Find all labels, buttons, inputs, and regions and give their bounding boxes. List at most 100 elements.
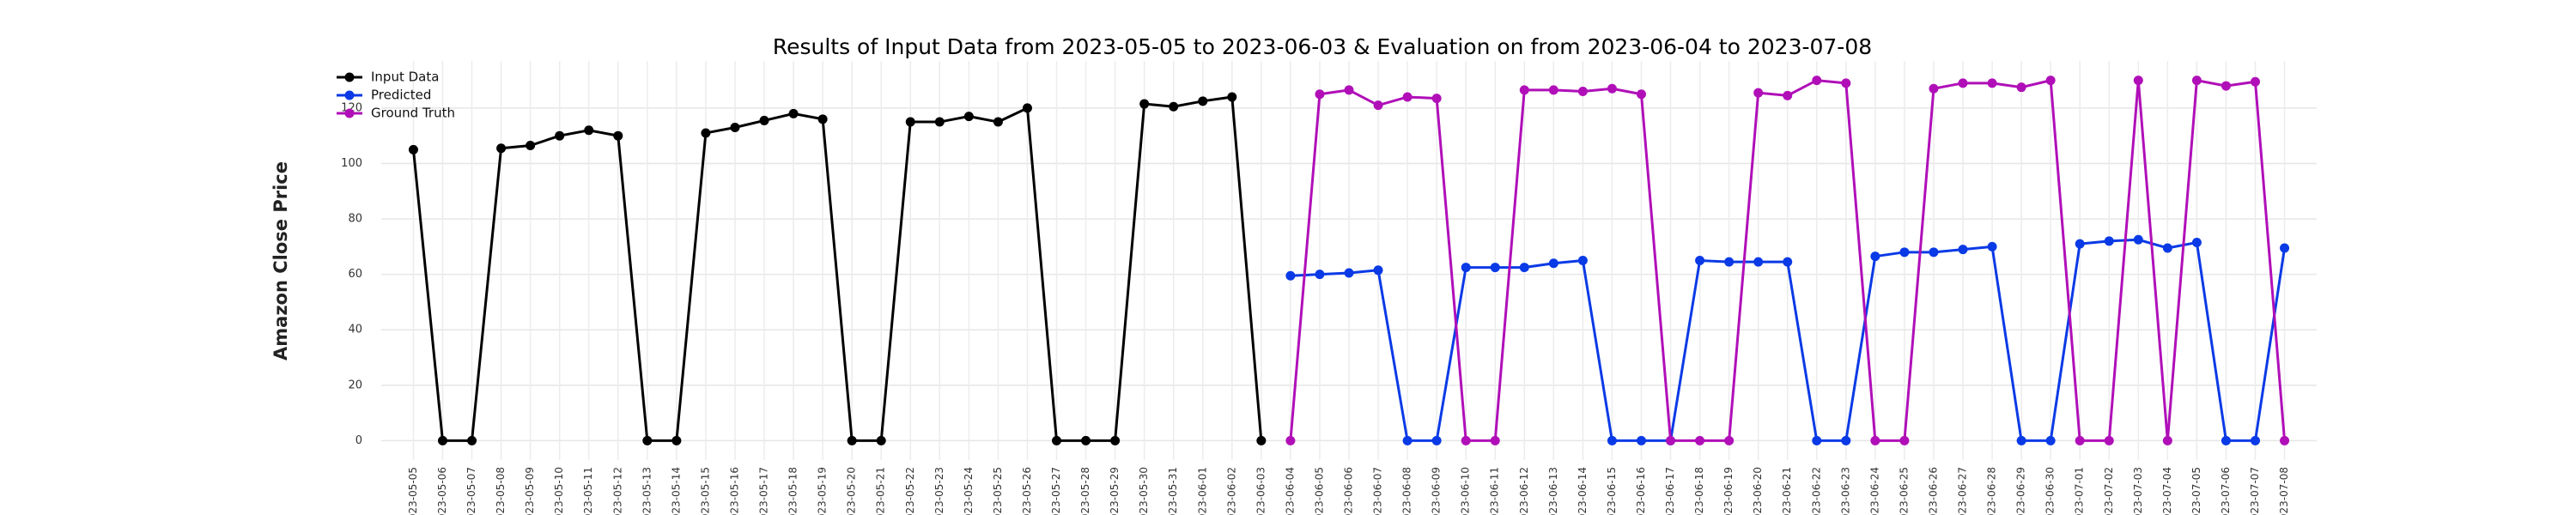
x-tick-label: 2023-05-15 <box>699 467 711 515</box>
data-point <box>1636 89 1646 100</box>
data-point <box>876 435 886 445</box>
data-point <box>1987 241 1997 251</box>
x-tick-label: 2023-07-02 <box>2103 467 2115 515</box>
x-tick-label: 2023-06-28 <box>1986 467 1998 515</box>
y-axis-label: Amazon Close Price <box>270 161 291 360</box>
x-tick-label: 2023-05-09 <box>524 467 536 515</box>
y-tick-label: 40 <box>348 324 362 336</box>
data-point <box>1081 435 1091 445</box>
data-point <box>1783 90 1793 100</box>
data-point <box>934 117 945 127</box>
x-tick-label: 2023-05-21 <box>875 467 887 515</box>
data-point <box>1227 92 1237 102</box>
data-point <box>1958 245 1968 255</box>
x-tick-label: 2023-05-12 <box>611 467 623 515</box>
data-point <box>701 128 711 138</box>
data-point <box>1724 257 1735 267</box>
y-tick-label: 100 <box>341 157 362 170</box>
data-point <box>1169 101 1179 112</box>
x-tick-label: 2023-06-10 <box>1460 467 1472 515</box>
legend-label: Ground Truth <box>371 106 455 121</box>
data-point <box>1841 435 1851 445</box>
data-point <box>1431 94 1442 104</box>
data-point <box>1402 92 1413 102</box>
data-point <box>1373 265 1383 276</box>
data-point <box>1666 435 1676 445</box>
data-point <box>526 140 536 150</box>
legend-marker <box>344 108 355 118</box>
x-tick-label: 2023-06-22 <box>1810 467 1822 515</box>
data-point <box>1461 263 1471 273</box>
data-point <box>847 435 857 445</box>
data-point <box>963 112 974 122</box>
x-tick-label: 2023-05-25 <box>992 467 1004 515</box>
data-point <box>1490 263 1500 273</box>
data-point <box>2133 234 2143 245</box>
x-tick-label: 2023-05-14 <box>670 467 682 515</box>
data-point <box>1841 78 1851 88</box>
y-tick-label: 60 <box>348 268 362 281</box>
legend-marker <box>344 90 355 100</box>
data-point <box>1899 247 1910 258</box>
data-point <box>788 108 799 118</box>
data-point <box>2133 76 2143 86</box>
x-tick-label: 2023-06-20 <box>1752 467 1764 515</box>
data-point <box>671 435 682 445</box>
data-point <box>905 117 915 127</box>
x-tick-label: 2023-06-21 <box>1781 467 1793 515</box>
data-point <box>2162 243 2172 253</box>
data-point <box>2016 435 2026 445</box>
data-point <box>1607 83 1617 94</box>
data-point <box>1724 435 1735 445</box>
data-point <box>993 117 1003 127</box>
x-tick-label: 2023-05-28 <box>1079 467 1091 515</box>
data-point <box>2045 76 2056 86</box>
x-tick-label: 2023-06-09 <box>1431 467 1443 515</box>
data-point <box>1753 88 1764 98</box>
x-tick-label: 2023-06-29 <box>2015 467 2027 515</box>
data-point <box>2250 76 2260 87</box>
data-point <box>2075 435 2085 445</box>
data-point <box>1285 435 1296 445</box>
x-tick-label: 2023-06-15 <box>1606 467 1618 515</box>
data-point <box>1548 258 1558 269</box>
x-tick-label: 2023-06-05 <box>1313 467 1325 515</box>
data-point <box>555 130 565 141</box>
data-point <box>1315 89 1325 100</box>
x-tick-label: 2023-05-23 <box>933 467 945 515</box>
data-point <box>1958 78 1968 88</box>
x-tick-label: 2023-07-06 <box>2220 467 2232 515</box>
x-tick-label: 2023-06-04 <box>1284 467 1296 515</box>
x-tick-label: 2023-05-06 <box>436 467 448 515</box>
data-point <box>759 115 769 125</box>
x-tick-label: 2023-06-03 <box>1255 467 1267 515</box>
data-point <box>1461 435 1471 445</box>
x-tick-label: 2023-06-13 <box>1547 467 1559 515</box>
x-tick-label: 2023-06-19 <box>1722 467 1735 515</box>
x-tick-label: 2023-05-19 <box>817 467 829 515</box>
data-point <box>1344 85 1354 95</box>
x-tick-label: 2023-05-27 <box>1050 467 1062 515</box>
data-point <box>1899 435 1910 445</box>
data-point <box>1315 270 1325 280</box>
data-point <box>1052 435 1062 445</box>
x-tick-label: 2023-06-24 <box>1868 467 1880 515</box>
x-tick-label: 2023-05-24 <box>963 467 975 515</box>
x-tick-label: 2023-05-18 <box>787 467 799 515</box>
data-point <box>613 130 623 141</box>
data-point <box>2221 435 2231 445</box>
data-point <box>730 123 740 132</box>
data-point <box>1695 435 1705 445</box>
x-tick-label: 2023-05-29 <box>1109 467 1121 515</box>
data-point <box>1607 435 1617 445</box>
data-point <box>2280 243 2290 253</box>
data-point <box>467 435 477 445</box>
x-tick-label: 2023-05-16 <box>728 467 740 515</box>
data-point <box>2250 435 2260 445</box>
x-tick-label: 2023-05-31 <box>1167 467 1179 515</box>
data-point <box>1490 435 1500 445</box>
data-point <box>1022 103 1032 113</box>
data-point <box>1929 247 1939 258</box>
data-point <box>1373 100 1383 111</box>
x-tick-label: 2023-07-01 <box>2074 467 2086 515</box>
